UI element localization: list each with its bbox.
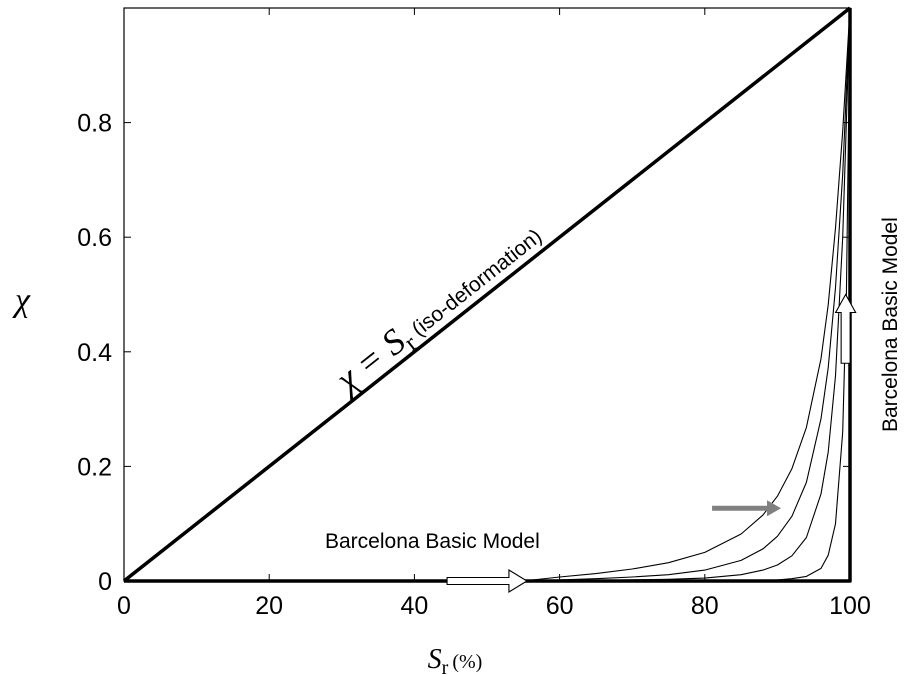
x-tick-label: 80 <box>691 592 719 620</box>
y-tick-label: 0 <box>98 568 112 596</box>
bold-series-line <box>122 6 852 583</box>
bold-series-line <box>124 8 852 583</box>
bbm-vertical-label: Barcelona Basic Model <box>879 217 902 432</box>
x-axis-label: Sr (%) <box>428 644 483 675</box>
x-tick-label: 40 <box>400 592 428 620</box>
thin-series-line <box>523 7 851 582</box>
hollow-arrow-up <box>834 293 857 364</box>
bbm-horizontal-label: Barcelona Basic Model <box>325 530 540 553</box>
y-ticks: 0 0.2 0.4 0.6 0.8 <box>77 110 850 596</box>
diagonal-annotation: χ = Sr(iso-deformation) <box>326 214 552 405</box>
x-tick-label: 100 <box>829 592 871 620</box>
x-tick-label: 20 <box>255 592 283 620</box>
hollow-arrow-right <box>446 569 528 593</box>
x-tick-label: 60 <box>546 592 574 620</box>
arrows-group <box>446 293 857 593</box>
y-axis-label: χ <box>12 282 31 319</box>
y-tick-label: 0.8 <box>77 110 112 138</box>
series-group <box>122 6 852 583</box>
gray-arrow <box>712 500 782 517</box>
x-axis-label-sub: r <box>442 657 449 675</box>
y-tick-label: 0.4 <box>77 339 112 367</box>
x-axis-label-unit: (%) <box>452 651 482 673</box>
x-tick-label: 0 <box>117 592 131 620</box>
thin-series-line <box>523 7 851 582</box>
diagonal-label-suffix: (iso-deformation) <box>408 225 547 341</box>
x-axis-label-main: S <box>428 644 442 675</box>
y-tick-label: 0.6 <box>77 224 112 252</box>
y-tick-label: 0.2 <box>77 453 112 481</box>
svg-text:χ = Sr(iso-deformation): χ = Sr(iso-deformation) <box>326 214 552 405</box>
x-ticks: 0 20 40 60 80 100 <box>117 8 871 620</box>
thin-series-line <box>523 7 851 582</box>
